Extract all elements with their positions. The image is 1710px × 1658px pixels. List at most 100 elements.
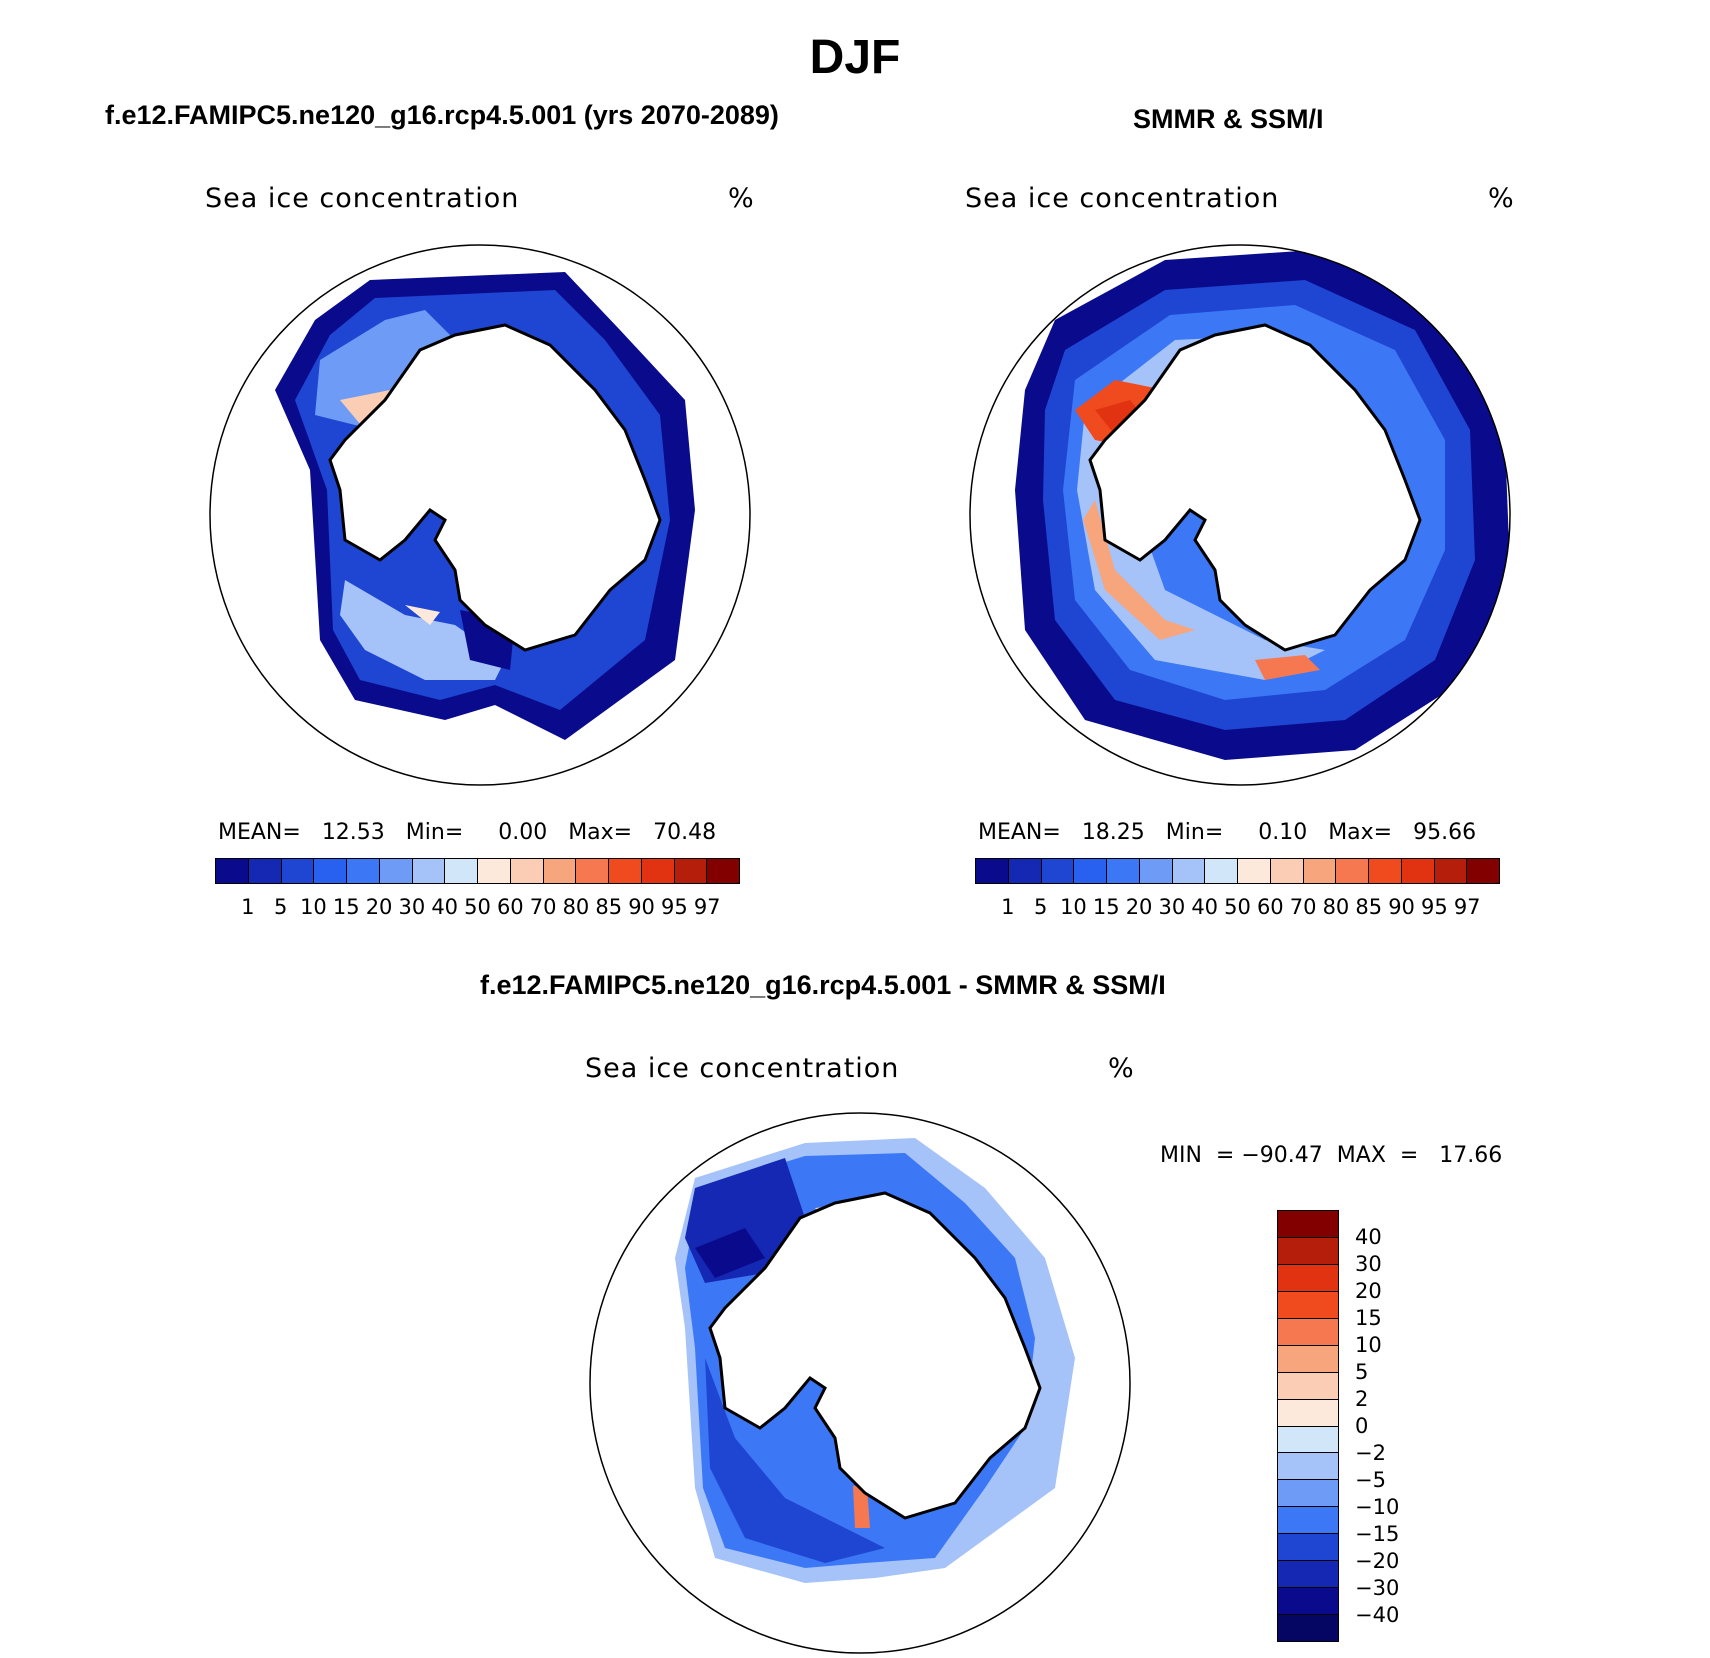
colorbar-swatch bbox=[1278, 1453, 1338, 1481]
colorbar-swatch bbox=[1238, 859, 1271, 883]
colorbar-swatch bbox=[1278, 1534, 1338, 1562]
diff-map bbox=[589, 1112, 1131, 1654]
colorbar-tick-label: −10 bbox=[1355, 1495, 1400, 1519]
obs-colorbar bbox=[975, 858, 1500, 884]
colorbar-swatch bbox=[1401, 859, 1435, 883]
colorbar-swatch bbox=[1278, 1318, 1338, 1346]
diff-panel-title: f.e12.FAMIPC5.ne120_g16.rcp4.5.001 - SMM… bbox=[480, 970, 1166, 1000]
colorbar-swatch bbox=[1278, 1588, 1338, 1616]
colorbar-tick-label: −20 bbox=[1355, 1549, 1400, 1573]
colorbar-tick-label: 50 bbox=[1224, 895, 1251, 919]
diff-colorbar-ticks: 40 30 20 15 10 5 2 0 −2 −5 −10 −15 −20 −30 −40 bbox=[1355, 1210, 1425, 1642]
colorbar-swatch bbox=[543, 859, 577, 883]
colorbar-swatch bbox=[1278, 1480, 1338, 1508]
colorbar-tick-label: 70 bbox=[1289, 895, 1317, 919]
obs-map bbox=[969, 244, 1511, 786]
diff-ice-strong-weddell-core bbox=[695, 1228, 765, 1278]
diff-max-label: MAX = bbox=[1336, 1143, 1419, 1168]
colorbar-swatch bbox=[674, 859, 708, 883]
colorbar-tick-label: 15 bbox=[1355, 1306, 1382, 1330]
colorbar-tick-label: 5 bbox=[273, 895, 288, 919]
colorbar-tick-label: 30 bbox=[1158, 895, 1186, 919]
colorbar-tick-label: −30 bbox=[1355, 1576, 1400, 1600]
colorbar-tick-label: 40 bbox=[1191, 895, 1219, 919]
colorbar-swatch bbox=[478, 859, 511, 883]
colorbar-swatch bbox=[379, 859, 413, 883]
colorbar-tick-label: 15 bbox=[332, 895, 360, 919]
colorbar-tick-label: 95 bbox=[1421, 895, 1448, 919]
diff-min-label: MIN = bbox=[1160, 1143, 1235, 1168]
colorbar-tick-label: 70 bbox=[529, 895, 557, 919]
colorbar-swatch bbox=[510, 859, 544, 883]
model-min-label: Min= bbox=[405, 820, 464, 845]
model-map bbox=[209, 244, 751, 786]
colorbar-tick-label: 5 bbox=[1033, 895, 1048, 919]
obs-mean-value: 18.25 bbox=[1081, 820, 1145, 845]
model-min-value: 0.00 bbox=[498, 820, 548, 845]
colorbar-swatch bbox=[1278, 1211, 1338, 1238]
colorbar-tick-label: 20 bbox=[1355, 1279, 1382, 1303]
colorbar-swatch bbox=[1278, 1507, 1338, 1535]
colorbar-tick-label: 60 bbox=[496, 895, 524, 919]
model-variable-label: Sea ice concentration bbox=[205, 183, 520, 214]
colorbar-swatch bbox=[1107, 859, 1140, 883]
colorbar-swatch bbox=[1008, 859, 1042, 883]
diff-variable-label: Sea ice concentration bbox=[585, 1053, 900, 1084]
colorbar-swatch bbox=[1278, 1426, 1338, 1454]
colorbar-tick-label: 1 bbox=[241, 895, 255, 919]
colorbar-tick-label: 1 bbox=[1001, 895, 1015, 919]
obs-mean-label: MEAN= bbox=[978, 820, 1061, 845]
colorbar-swatch bbox=[1074, 859, 1107, 883]
model-colorbar bbox=[215, 858, 740, 884]
diff-min-value: −90.47 bbox=[1241, 1143, 1323, 1168]
colorbar-swatch bbox=[1336, 859, 1369, 883]
colorbar-tick-label: 90 bbox=[628, 895, 655, 919]
obs-colorbar-ticks: 1 5 10 15 20 30 40 50 60 70 80 85 90 95 97 bbox=[975, 895, 1500, 921]
colorbar-swatch bbox=[1434, 859, 1468, 883]
colorbar-swatch bbox=[576, 859, 609, 883]
colorbar-tick-label: 95 bbox=[661, 895, 688, 919]
diff-stats: MIN = −90.47 MAX = 17.66 bbox=[1160, 1143, 1502, 1168]
colorbar-tick-label: 40 bbox=[431, 895, 459, 919]
colorbar-tick-label: 0 bbox=[1355, 1414, 1369, 1438]
obs-min-label: Min= bbox=[1165, 820, 1224, 845]
colorbar-tick-label: 50 bbox=[464, 895, 491, 919]
colorbar-tick-label: 85 bbox=[595, 895, 623, 919]
colorbar-tick-label: 30 bbox=[398, 895, 426, 919]
map-boundary-circle bbox=[969, 244, 1511, 786]
diff-max-value: 17.66 bbox=[1439, 1143, 1503, 1168]
colorbar-tick-label: 85 bbox=[1355, 895, 1383, 919]
diff-colorbar bbox=[1277, 1210, 1339, 1642]
obs-max-label: Max= bbox=[1328, 820, 1393, 845]
diff-ice-strong-ross bbox=[705, 1358, 885, 1563]
model-stats: MEAN= 12.53 Min= 0.00 Max= 70.48 bbox=[218, 820, 716, 845]
obs-stats: MEAN= 18.25 Min= 0.10 Max= 95.66 bbox=[978, 820, 1476, 845]
model-ice-mid-band-2 bbox=[340, 580, 505, 680]
colorbar-tick-label: 80 bbox=[1322, 895, 1350, 919]
colorbar-swatch bbox=[1205, 859, 1238, 883]
colorbar-swatch bbox=[1278, 1399, 1338, 1427]
colorbar-tick-label: 80 bbox=[562, 895, 590, 919]
colorbar-tick-label: 40 bbox=[1355, 1225, 1382, 1249]
obs-units-label: % bbox=[1488, 183, 1514, 214]
model-mean-value: 12.53 bbox=[321, 820, 385, 845]
colorbar-tick-label: −2 bbox=[1355, 1441, 1386, 1465]
figure-title: DJF bbox=[809, 31, 901, 84]
colorbar-tick-label: 97 bbox=[1453, 895, 1481, 919]
colorbar-tick-label: −5 bbox=[1355, 1468, 1386, 1492]
model-mean-label: MEAN= bbox=[218, 820, 301, 845]
colorbar-tick-label: 30 bbox=[1355, 1252, 1382, 1276]
colorbar-tick-label: 10 bbox=[1355, 1333, 1382, 1357]
obs-ice-high-amery bbox=[1255, 655, 1320, 680]
model-max-label: Max= bbox=[568, 820, 633, 845]
colorbar-swatch bbox=[1172, 859, 1206, 883]
colorbar-swatch bbox=[347, 859, 380, 883]
obs-ice-high-ross bbox=[1083, 500, 1195, 640]
colorbar-swatch bbox=[1278, 1291, 1338, 1319]
antarctica-coastline bbox=[328, 323, 662, 652]
colorbar-tick-label: 15 bbox=[1092, 895, 1120, 919]
colorbar-tick-label: 10 bbox=[300, 895, 327, 919]
colorbar-swatch bbox=[1041, 859, 1075, 883]
colorbar-swatch bbox=[1369, 859, 1402, 883]
antarctica-coastline bbox=[1088, 323, 1422, 652]
